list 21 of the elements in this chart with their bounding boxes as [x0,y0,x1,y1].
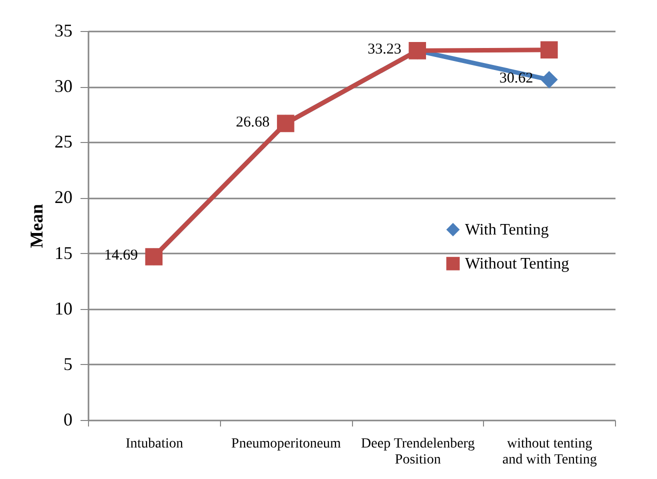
y-tick-label: 5 [64,354,72,374]
legend-label: Without Tenting [465,256,570,273]
x-tick-label: Pneumoperitoneum [231,436,342,452]
x-tick-label: without tenting and with Tenting [502,436,597,468]
data-label: 33.23 [368,42,402,58]
y-tick-label: 20 [54,187,72,208]
point [540,41,558,59]
y-tick-label: 0 [64,410,72,430]
x-tick-label: Deep Trendelenberg Position [361,436,475,468]
data-label: 30.62 [499,70,534,87]
y-tick-label: 10 [54,298,72,318]
y-tick-label: 35 [54,20,72,40]
data-label: 14.69 [104,248,138,264]
x-tick-label: Intubation [126,436,184,452]
legend-label: With Tenting [465,222,549,239]
y-tick-label: 15 [54,242,72,263]
data-label: 26.68 [236,114,270,130]
point [540,71,558,88]
y-tick-label: 25 [54,132,72,152]
y-axis-title: Mean [26,204,46,248]
y-tick-label: 30 [54,76,72,96]
